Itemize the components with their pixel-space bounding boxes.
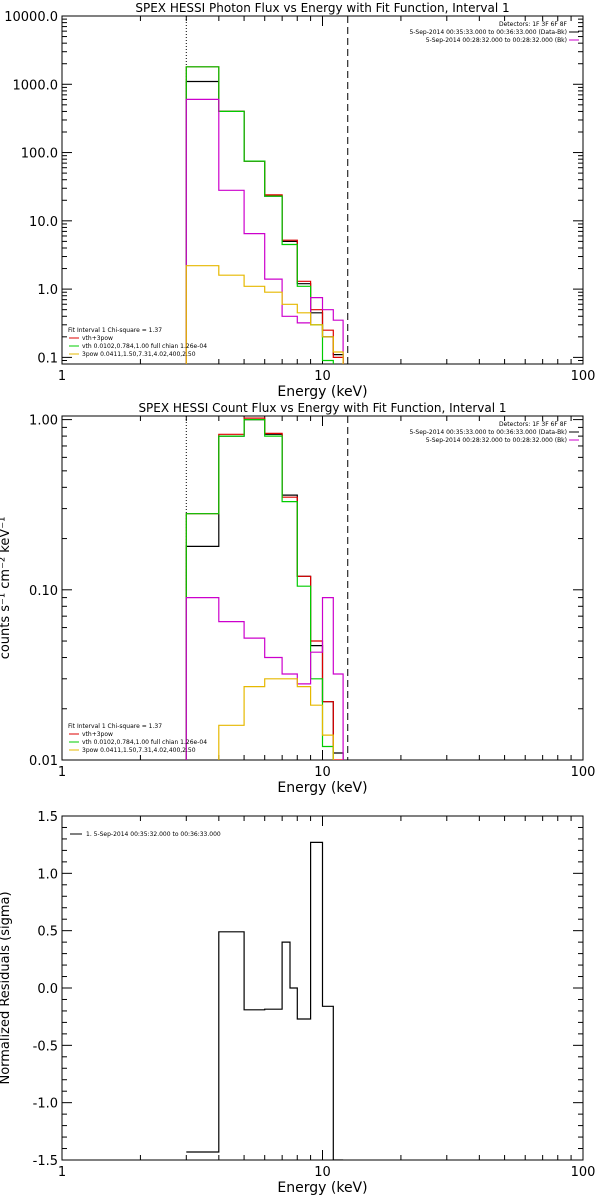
y-tick-label: 1000.0: [13, 78, 59, 93]
y-tick-label: 0.0: [37, 982, 58, 997]
series-background: [185, 98, 344, 364]
chart-title: SPEX HESSI Photon Flux vs Energy with Fi…: [135, 1, 509, 15]
x-axis: 1 10 100 Energy (keV): [58, 16, 596, 400]
y-tick-label: 10.0: [29, 215, 58, 230]
legend-left-entry: 1. 5-Sep-2014 00:35:32.000 to 00:36:33.0…: [86, 831, 221, 838]
x-axis: 1 10 100 Energy (keV): [58, 416, 596, 796]
y-tick-label: -0.5: [33, 1039, 58, 1054]
chart-panel-2: SPEX HESSI Count Flux vs Energy with Fit…: [0, 401, 596, 796]
legend-left-entry: vth 0.0102,0.784,1.00 full chian 1.26e-0…: [82, 739, 207, 746]
series-group: [185, 417, 344, 760]
x-tick-label: 1: [58, 369, 66, 384]
x-tick-label: 1: [58, 1165, 66, 1180]
series-data: [185, 80, 344, 364]
legend-left-entry: 3pow 0.0411,1.50,7.31,4.02,400,2.50: [82, 351, 196, 358]
x-tick-label: 100: [571, 369, 596, 384]
legend-left-entry: vth+3pow: [82, 731, 113, 738]
legend-right-entry: 5-Sep-2014 00:28:32.000 to 00:28:32.000 …: [426, 37, 567, 44]
series-power-law: [185, 678, 344, 760]
series-data: [185, 419, 344, 760]
series-thermal: [185, 419, 344, 760]
legend-left: 1. 5-Sep-2014 00:35:32.000 to 00:36:33.0…: [70, 831, 221, 838]
chart-title: SPEX HESSI Count Flux vs Energy with Fit…: [138, 401, 506, 415]
y-tick-label: 0.1: [37, 351, 58, 366]
legend-right-entry: Detectors: 1F 3F 6F 8F: [499, 421, 568, 428]
x-tick-label: 10: [314, 1165, 331, 1180]
x-axis: 1 10 100 Energy (keV): [58, 816, 596, 1196]
legend-right-entry: 5-Sep-2014 00:28:32.000 to 00:28:32.000 …: [426, 437, 567, 444]
y-axis-label: Normalized Residuals (sigma): [0, 891, 13, 1084]
legend-right-entry: 5-Sep-2014 00:35:33.000 to 00:36:33.000 …: [409, 429, 567, 436]
y-tick-label: 1.00: [29, 414, 58, 429]
y-axis: 0.1 1.0 10.0 100.0 1000.0 10000.0: [4, 10, 583, 366]
x-tick-label: 100: [571, 765, 596, 780]
series-residual: [186, 841, 344, 1160]
y-axis: 0.01 0.10 1.00 counts s⁻¹ cm⁻² keV⁻¹: [0, 414, 583, 769]
y-tick-label: 1.0: [37, 867, 58, 882]
legend-right: Detectors: 1F 3F 6F 8F5-Sep-2014 00:35:3…: [409, 21, 579, 44]
x-tick-label: 10: [314, 765, 331, 780]
legend-left-entry: Fit Interval 1 Chi-square = 1.37: [68, 327, 162, 334]
legend-left-entry: 3pow 0.0411,1.50,7.31,4.02,400,2.50: [82, 747, 196, 754]
series-group: [186, 841, 344, 1160]
legend-left-entry: Fit Interval 1 Chi-square = 1.37: [68, 723, 162, 730]
legend-left-entry: vth+3pow: [82, 335, 113, 342]
y-tick-label: 1.0: [37, 283, 58, 298]
y-tick-label: 10000.0: [4, 10, 58, 25]
y-axis: -1.5 -1.0 -0.5 0.0 0.5 1.0 1.5 Normalized Resid…: [0, 810, 583, 1169]
x-tick-label: 1: [58, 765, 66, 780]
y-tick-label: 0.10: [29, 584, 58, 599]
legend-right-entry: Detectors: 1F 3F 6F 8F: [499, 21, 568, 28]
legend-right-entry: 5-Sep-2014 00:35:33.000 to 00:36:33.000 …: [409, 29, 567, 36]
legend-right: Detectors: 1F 3F 6F 8F5-Sep-2014 00:35:3…: [409, 421, 579, 444]
x-axis-label: Energy (keV): [277, 780, 367, 796]
legend-left-entry: vth 0.0102,0.784,1.00 full chian 1.26e-0…: [82, 343, 207, 350]
series-thermal: [185, 66, 344, 364]
y-tick-label: 0.01: [29, 754, 58, 769]
series-total: [185, 66, 344, 364]
x-tick-label: 10: [314, 369, 331, 384]
y-tick-label: 0.5: [37, 925, 58, 940]
series-total: [185, 417, 344, 760]
legend-left: Fit Interval 1 Chi-square = 1.37vth+3pow…: [68, 327, 207, 358]
chart-panel-1: SPEX HESSI Photon Flux vs Energy with Fi…: [4, 1, 595, 400]
y-tick-label: 100.0: [21, 147, 58, 162]
x-axis-label: Energy (keV): [277, 1180, 367, 1196]
series-power-law: [185, 265, 344, 364]
series-group: [185, 66, 344, 364]
y-tick-label: 1.5: [37, 810, 58, 825]
series-background: [185, 597, 344, 760]
x-tick-label: 100: [571, 1165, 596, 1180]
legend-left: Fit Interval 1 Chi-square = 1.37vth+3pow…: [68, 723, 207, 754]
x-axis-label: Energy (keV): [277, 384, 367, 400]
y-tick-label: -1.0: [33, 1097, 58, 1112]
y-axis-label: counts s⁻¹ cm⁻² keV⁻¹: [0, 517, 13, 660]
y-tick-label: -1.5: [33, 1154, 58, 1169]
